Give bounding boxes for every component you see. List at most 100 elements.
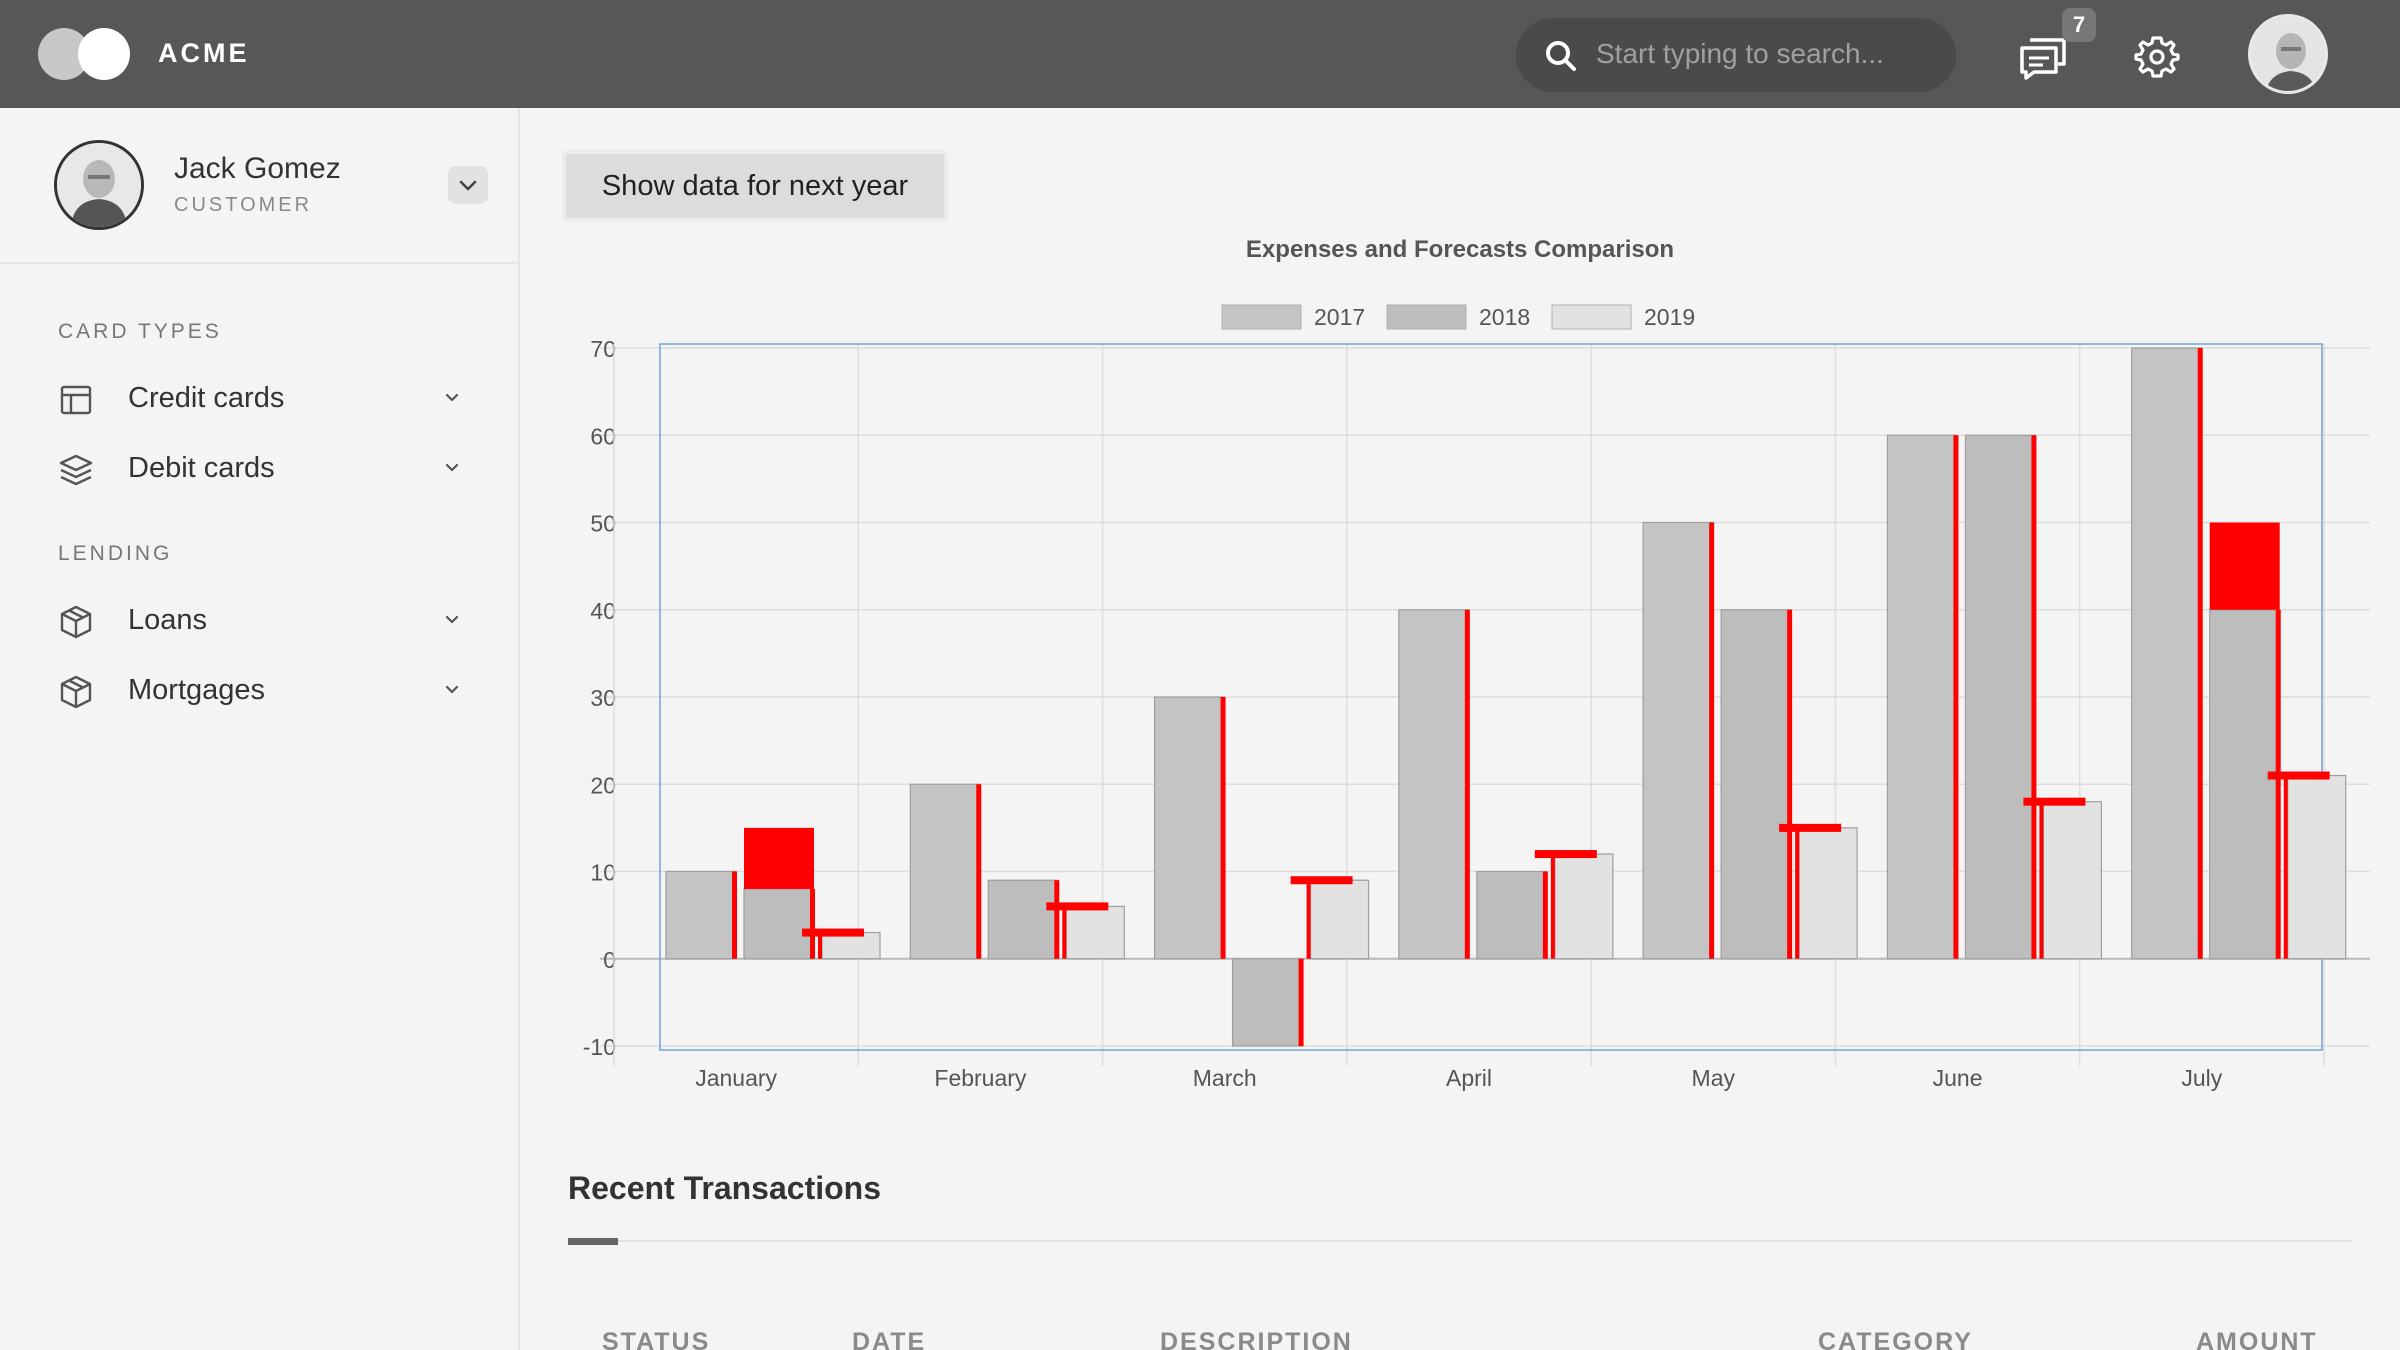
forecast-stem-may — [1795, 827, 1800, 959]
bar-2017-march — [1153, 696, 1226, 960]
bar-2017-april — [1398, 609, 1470, 960]
plot-area-border — [659, 343, 2323, 1051]
transactions-title-underline — [568, 1238, 618, 1245]
y-tick-label: 10 — [590, 860, 616, 886]
bar-2017-may — [1642, 521, 1714, 960]
avatar-photo-icon — [2251, 17, 2325, 91]
y-tick-label: 60 — [590, 423, 616, 449]
box-icon — [60, 605, 92, 639]
bar-edge-2017-february — [976, 784, 982, 959]
y-tick-label: -10 — [583, 1034, 616, 1060]
bar-edge-2018-january — [810, 888, 815, 959]
column-header-category[interactable]: CATEGORY — [1818, 1328, 1973, 1350]
section-title-lending: LENDING — [58, 542, 173, 565]
bar-edge-2018-february — [1054, 880, 1060, 959]
bar-2018-january — [743, 888, 815, 960]
section-title-card-types: CARD TYPES — [58, 320, 222, 343]
legend-swatch-2019 — [1551, 304, 1632, 330]
bar-2019-july — [2287, 774, 2347, 960]
sidebar-item-label: Mortgages — [128, 674, 266, 706]
brand-name: ACME — [158, 38, 250, 68]
chat-icon[interactable] — [2018, 34, 2070, 80]
y-tick-label: 40 — [590, 598, 616, 624]
top-bar: ACME Start typing to search... 7 — [0, 0, 2400, 108]
sidebar-item-label: Credit cards — [128, 382, 285, 414]
show-next-year-button[interactable]: Show data for next year — [562, 150, 948, 222]
user-avatar[interactable] — [2248, 14, 2328, 94]
sidebar-item-label: Loans — [128, 604, 208, 636]
bar-edge-2018-march — [1298, 958, 1304, 1046]
y-tick-label: 70 — [590, 336, 616, 362]
bar-edge-2017-may — [1709, 522, 1715, 959]
bar-2017-june — [1886, 434, 1959, 960]
forecast-block-2018-july — [2209, 522, 2280, 610]
chart-title: Expenses and Forecasts Comparison — [1246, 236, 1674, 263]
forecast-stem-january — [818, 932, 822, 959]
bar-2017-february — [909, 783, 981, 960]
x-tick-label-february: February — [934, 1065, 1027, 1091]
forecast-marker-february — [1046, 902, 1109, 911]
y-tick-label: 50 — [590, 511, 616, 537]
bar-edge-2018-may — [1787, 609, 1793, 959]
profile-dropdown-button[interactable] — [448, 166, 488, 204]
bar-edge-2017-january — [732, 871, 737, 959]
y-tick-label: 0 — [603, 947, 616, 973]
profile-avatar[interactable] — [54, 140, 144, 230]
expenses-chart: Expenses and Forecasts Comparison 2017 201… — [540, 224, 2370, 1104]
forecast-stem-march — [1306, 880, 1311, 959]
search-icon — [1546, 41, 1576, 71]
chevron-down-icon — [445, 685, 459, 694]
sidebar: Jack Gomez CUSTOMER CARD TYPES Credit ca… — [0, 108, 520, 1350]
search-box[interactable]: Start typing to search... — [1516, 18, 1956, 92]
legend-swatch-2018 — [1386, 304, 1467, 330]
profile-photo-icon — [57, 143, 141, 227]
bar-edge-2018-april — [1542, 871, 1548, 959]
bar-edge-2017-july — [2197, 348, 2203, 959]
bar-2019-june — [2042, 801, 2103, 960]
x-tick-label-june: June — [1933, 1065, 1983, 1091]
x-tick-label-april: April — [1446, 1065, 1492, 1091]
box-icon — [60, 675, 92, 709]
forecast-marker-may — [1779, 823, 1842, 832]
column-header-description[interactable]: DESCRIPTION — [1160, 1328, 1353, 1350]
sidebar-item-loans[interactable]: Loans — [58, 596, 468, 644]
forecast-stem-april — [1550, 854, 1555, 959]
legend-label-2017: 2017 — [1314, 304, 1365, 330]
x-tick-label-january: January — [695, 1065, 777, 1091]
bar-2018-march — [1231, 958, 1304, 1047]
bar-edge-2017-june — [1953, 435, 1959, 959]
forecast-stem-february — [1062, 906, 1067, 959]
logo-circle-right — [78, 28, 130, 80]
bar-edge-2017-march — [1220, 697, 1226, 959]
x-tick-label-march: March — [1193, 1065, 1257, 1091]
layers-icon — [59, 454, 93, 486]
search-input[interactable]: Start typing to search... — [1596, 38, 1884, 69]
acme-logo[interactable] — [38, 26, 134, 82]
forecast-marker-april — [1534, 850, 1597, 859]
sidebar-item-credit-cards[interactable]: Credit cards — [58, 374, 468, 422]
sidebar-item-debit-cards[interactable]: Debit cards — [58, 444, 468, 492]
forecast-block-2018-january — [744, 827, 814, 889]
bar-2018-april — [1476, 870, 1548, 960]
sidebar-item-label: Debit cards — [128, 452, 275, 484]
bar-2018-june — [1964, 434, 2037, 960]
chevron-down-icon — [459, 180, 477, 191]
layout-icon — [60, 385, 92, 415]
gear-icon[interactable] — [2134, 34, 2180, 80]
sidebar-item-mortgages[interactable]: Mortgages — [58, 666, 468, 714]
profile-role: CUSTOMER — [174, 194, 313, 216]
forecast-stem-july — [2283, 775, 2288, 959]
bar-edge-2018-july — [2275, 609, 2281, 959]
legend-label-2019: 2019 — [1644, 304, 1695, 330]
bar-2019-february — [1065, 905, 1125, 960]
y-tick-label: 30 — [590, 685, 616, 711]
column-header-date[interactable]: DATE — [852, 1328, 927, 1350]
y-tick-label: 20 — [590, 772, 616, 798]
profile-name: Jack Gomez — [174, 152, 341, 185]
column-header-amount[interactable]: AMOUNT — [2196, 1328, 2318, 1350]
chevron-down-icon — [445, 463, 459, 472]
bar-2019-april — [1554, 853, 1614, 960]
notification-badge: 7 — [2062, 8, 2096, 42]
column-header-status[interactable]: STATUS — [602, 1328, 711, 1350]
